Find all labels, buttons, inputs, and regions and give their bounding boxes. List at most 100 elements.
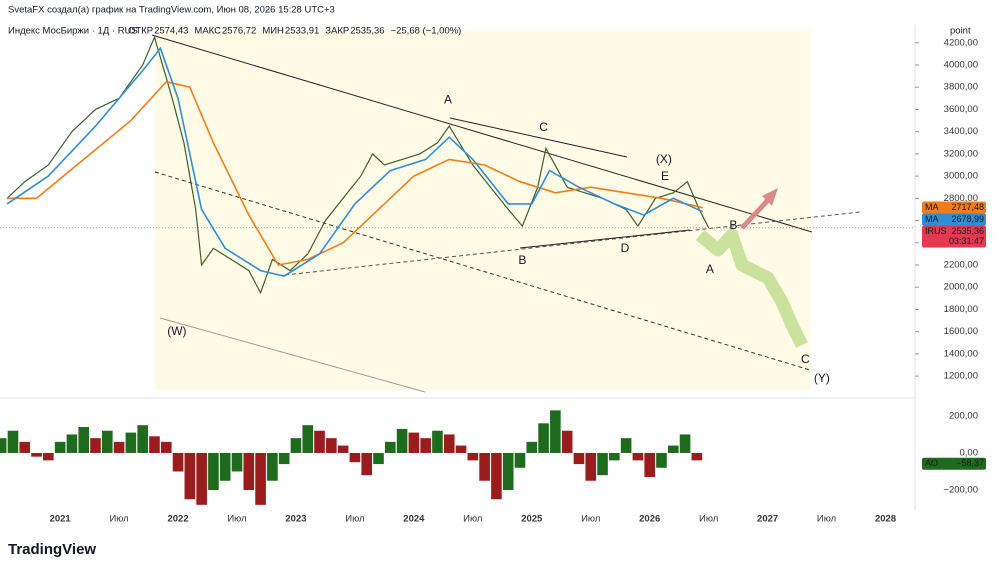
- wave-label: D: [621, 241, 630, 255]
- y-tick-label: 3800,00: [944, 82, 978, 93]
- x-tick-label: Июл: [109, 514, 128, 525]
- ao-bar: [113, 441, 125, 453]
- ao-bar: [432, 430, 443, 453]
- price-tag: [922, 213, 986, 226]
- tag-value: 2535,36: [951, 226, 984, 236]
- y-tick-label: 0,00: [960, 447, 979, 458]
- tag-name: AO: [925, 458, 938, 468]
- ao-bar: [691, 452, 703, 461]
- x-tick-label: Июл: [581, 514, 600, 525]
- stat-label: МАКС: [194, 26, 221, 37]
- trend-line: [284, 211, 861, 276]
- y-tick-label: 2800,00: [944, 193, 978, 204]
- price-tag: [922, 225, 986, 248]
- wave-label: (Y): [814, 371, 830, 385]
- ao-bar: [267, 452, 278, 481]
- wave-label: (X): [656, 152, 672, 166]
- ao-bar: [408, 432, 420, 453]
- trend-line: [449, 117, 628, 158]
- stat-value: 2574,43: [154, 26, 188, 37]
- trend-line: [519, 229, 691, 249]
- ao-bar: [550, 410, 561, 453]
- ao-bar: [396, 428, 408, 453]
- tag-value: −58,37: [956, 458, 984, 468]
- y-tick-label: 3200,00: [944, 148, 978, 159]
- ao-bar: [160, 441, 172, 453]
- ao-bar: [43, 452, 54, 461]
- ao-bar: [137, 425, 148, 453]
- ao-bar: [31, 452, 42, 457]
- change: −25,68 (−1,00%): [391, 26, 462, 37]
- ao-bar: [597, 452, 608, 476]
- projection-path: [695, 228, 808, 348]
- wave-label: C: [539, 120, 548, 134]
- x-tick-label: 2027: [757, 514, 778, 525]
- x-tick-label: 2028: [875, 514, 896, 525]
- unit: point: [950, 26, 971, 37]
- ao-bar: [208, 452, 219, 490]
- ao-bar: [302, 425, 314, 453]
- x-tick-label: 2021: [50, 514, 72, 525]
- x-tick-label: Июл: [345, 514, 364, 525]
- projection-arrow: [740, 198, 770, 230]
- y-tick-label: −200,00: [943, 485, 978, 496]
- ao-bar: [243, 452, 255, 490]
- price-tag: [922, 201, 986, 214]
- series-line: [7, 80, 703, 266]
- ao-bar: [326, 438, 337, 453]
- trend-line: [151, 34, 813, 233]
- tag-name: IRUS: [925, 226, 947, 236]
- y-tick-label: 3400,00: [944, 126, 978, 137]
- ao-bar: [66, 434, 78, 453]
- channel-fill: [155, 30, 810, 390]
- ao-bar: [538, 423, 549, 453]
- ao-bar: [609, 452, 620, 461]
- y-tick-label: 4200,00: [944, 37, 978, 48]
- stat-value: 2533,91: [285, 26, 319, 37]
- ao-bar: [502, 452, 514, 490]
- ao-bar: [561, 430, 573, 453]
- y-tick-label: 3600,00: [944, 104, 978, 115]
- stat-label: ЗАКР: [325, 26, 349, 37]
- tag-value: 2678,99: [951, 214, 984, 224]
- ao-bar: [644, 452, 656, 478]
- ao-bar: [632, 452, 644, 461]
- tag-name: MA: [925, 202, 939, 212]
- y-tick-label: 2200,00: [944, 260, 978, 271]
- ao-bar: [420, 438, 431, 453]
- ao-bar: [349, 452, 361, 463]
- ao-bar: [526, 441, 538, 453]
- ao-bar: [667, 445, 679, 453]
- ao-bar: [443, 434, 455, 453]
- ao-bar: [149, 436, 160, 453]
- ao-bar: [467, 452, 479, 461]
- ao-bar: [585, 452, 597, 481]
- y-tick-label: 1200,00: [944, 371, 978, 382]
- wave-label: B: [518, 253, 526, 267]
- x-tick-label: Июл: [227, 514, 246, 525]
- ao-bar: [78, 427, 90, 453]
- wave-label: A: [444, 93, 452, 107]
- y-tick-label: 2000,00: [944, 282, 978, 293]
- ao-bar: [620, 438, 632, 453]
- countdown: 03:31:47: [949, 236, 984, 246]
- y-tick-label: 4000,00: [944, 60, 978, 71]
- x-tick-label: Июл: [463, 514, 482, 525]
- ao-bar: [573, 452, 585, 465]
- ao-bar: [373, 452, 384, 465]
- stat-value: 2576,72: [222, 26, 256, 37]
- ao-bar: [19, 441, 31, 453]
- ao-bar: [337, 445, 349, 453]
- wave-label: B: [729, 218, 737, 232]
- wave-label: E: [661, 169, 669, 183]
- x-tick-label: Июл: [817, 514, 836, 525]
- wave-label: C: [801, 352, 810, 366]
- ao-bar: [172, 452, 184, 472]
- ao-bar: [231, 452, 243, 472]
- credit: SvetaFX создал(а) график на TradingView.…: [8, 5, 335, 16]
- y-tick-label: 1400,00: [944, 348, 978, 359]
- x-tick-label: 2022: [167, 514, 188, 525]
- ao-bar: [196, 452, 207, 505]
- trend-line: [154, 171, 811, 371]
